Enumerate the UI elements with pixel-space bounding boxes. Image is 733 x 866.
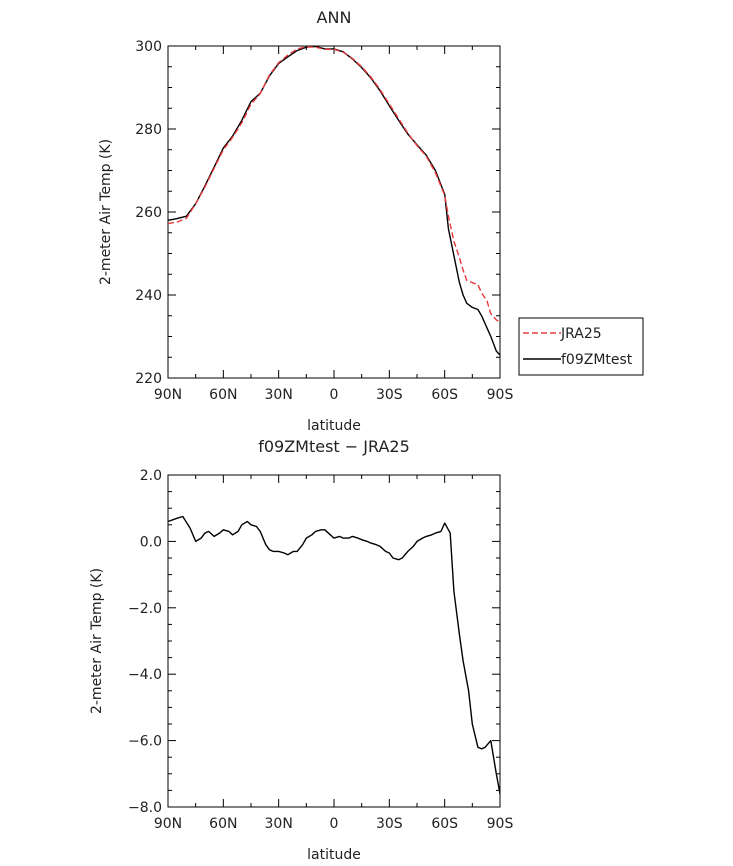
y-tick-label: −4.0 (128, 667, 162, 683)
difference-chart: f09ZMtest − JRA25 90N 60N 30N 0 30S 60S 90S −8… (89, 437, 513, 863)
y-tick-label: 2.0 (140, 468, 162, 484)
x-tick-label: 30S (376, 816, 403, 832)
series-line (167, 515, 501, 794)
y-axis-label: 2-meter Air Temp (K) (98, 139, 114, 285)
y-tick-labels: 220 240 260 280 300 (135, 39, 162, 387)
y-tick-labels: −8.0 −6.0 −4.0 −2.0 0.0 2.0 (128, 468, 162, 816)
y-tick-label: −6.0 (128, 734, 162, 750)
y-tick-label: 280 (135, 122, 162, 138)
x-tick-label: 0 (330, 816, 339, 832)
x-tick-label: 60S (431, 387, 458, 403)
x-tick-label: 30S (376, 387, 403, 403)
y-axis-label: 2-meter Air Temp (K) (89, 568, 105, 714)
series-line-f09zmtest (167, 45, 501, 356)
x-tick-label: 60N (209, 387, 237, 403)
x-axis-label: latitude (307, 847, 361, 863)
plot-frame (167, 474, 501, 808)
x-tick-label: 90N (154, 816, 182, 832)
y-tick-label: 300 (135, 39, 162, 55)
chart-title: f09ZMtest − JRA25 (258, 437, 410, 456)
x-tick-labels: 90N 60N 30N 0 30S 60S 90S (154, 816, 514, 832)
plot-frame (167, 45, 501, 379)
chart-title: ANN (317, 8, 352, 27)
legend-box (518, 317, 644, 376)
legend: JRA25 f09ZMtest (518, 317, 644, 376)
y-tick-label: 260 (135, 205, 162, 221)
x-tick-labels: 90N 60N 30N 0 30S 60S 90S (154, 387, 514, 403)
series-lines (167, 515, 501, 794)
x-tick-label: 60N (209, 816, 237, 832)
y-tick-label: 0.0 (140, 534, 162, 550)
y-tick-label: 220 (135, 371, 162, 387)
x-tick-label: 30N (265, 387, 293, 403)
y-tick-label: 240 (135, 288, 162, 304)
x-tick-label: 60S (431, 816, 458, 832)
temperature-chart: ANN 90N 60N 30N 0 30S 60S 90S 220240260280300 … (98, 8, 644, 434)
tick-marks (167, 474, 501, 808)
y-tick-label: −8.0 (128, 800, 162, 816)
y-tick-label: −2.0 (128, 601, 162, 617)
series-line-jra25 (167, 46, 501, 323)
legend-label-jra25: JRA25 (560, 326, 602, 342)
tick-marks (167, 45, 501, 379)
x-tick-label: 0 (330, 387, 339, 403)
x-tick-label: 30N (265, 816, 293, 832)
x-axis-label: latitude (307, 418, 361, 434)
x-tick-label: 90N (154, 387, 182, 403)
series-lines (167, 45, 501, 356)
legend-label-f09zmtest: f09ZMtest (561, 352, 633, 368)
x-tick-label: 90S (487, 387, 514, 403)
x-tick-label: 90S (487, 816, 514, 832)
